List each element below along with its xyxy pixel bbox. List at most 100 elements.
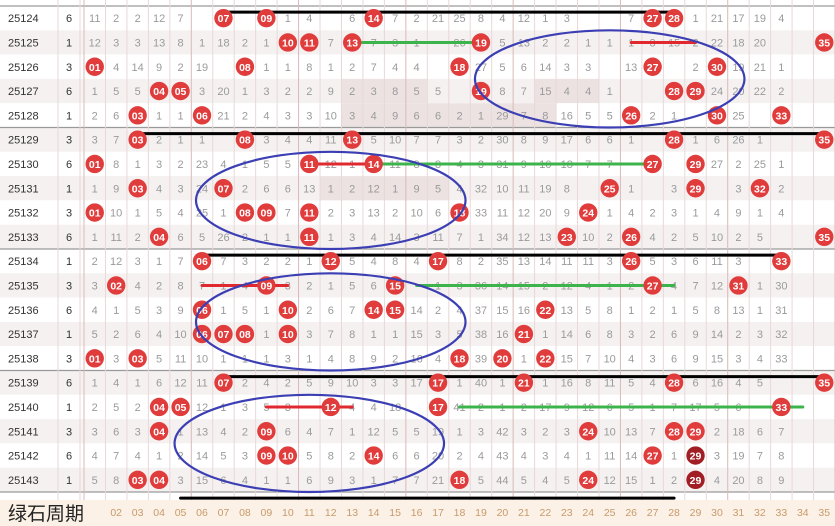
miss-count: 1 (263, 62, 269, 74)
miss-count: 2 (306, 86, 312, 98)
miss-count: 3 (177, 475, 183, 487)
miss-count: 5 (607, 110, 613, 122)
k-value: 3 (66, 280, 72, 292)
miss-count: 4 (521, 451, 527, 463)
drawn-number-ball (257, 422, 276, 441)
miss-count: 3 (735, 256, 741, 268)
miss-count: 23 (196, 159, 208, 171)
drawn-number-ball (514, 324, 534, 344)
miss-count: 4 (585, 86, 591, 98)
miss-count: 14 (625, 451, 637, 463)
miss-count: 4 (414, 62, 420, 74)
drawn-number-label: 08 (239, 329, 251, 341)
miss-count: 1 (220, 305, 226, 317)
drawn-number-label: 09 (261, 451, 273, 463)
period-id: 25126 (8, 62, 39, 74)
drawn-number-ball (686, 81, 705, 101)
miss-count: 8 (564, 183, 570, 195)
miss-count: 14 (389, 232, 401, 244)
drawn-number-label: 09 (261, 13, 273, 25)
drawn-number-label: 03 (132, 353, 144, 365)
drawn-number-ball (300, 203, 319, 222)
table-row (0, 200, 835, 225)
miss-count: 15 (539, 86, 551, 98)
miss-count: 9 (328, 378, 334, 390)
miss-count: 25 (754, 159, 766, 171)
drawn-number-label: 29 (690, 159, 702, 171)
miss-count: 21 (217, 110, 229, 122)
drawn-number-label: 31 (733, 280, 745, 292)
drawn-number-ball (278, 324, 298, 344)
miss-count: 20 (732, 475, 744, 487)
cycle-ellipse (194, 272, 467, 372)
miss-count: 44 (496, 475, 508, 487)
miss-count: 5 (692, 305, 698, 317)
drawn-number-label: 30 (711, 62, 723, 74)
drawn-number-ball (85, 203, 104, 222)
miss-count: 3 (306, 110, 312, 122)
miss-count: 2 (135, 13, 141, 25)
drawn-number-label: 12 (325, 402, 337, 414)
miss-count: 6 (671, 353, 677, 365)
miss-count: 1 (542, 378, 548, 390)
miss-count: 9 (542, 135, 548, 147)
miss-count: 3 (242, 402, 248, 414)
drawn-number-ball (643, 276, 662, 295)
miss-count: 2 (650, 305, 656, 317)
miss-count: 1 (607, 208, 613, 220)
miss-count: 1 (671, 110, 677, 122)
miss-count: 21 (711, 13, 723, 25)
miss-count: 4 (371, 256, 377, 268)
drawn-number-label: 19 (475, 37, 487, 49)
miss-count: 5 (414, 426, 420, 438)
miss-count: 7 (392, 13, 398, 25)
miss-count: 7 (757, 451, 763, 463)
miss-count: 15 (496, 305, 508, 317)
miss-count: 9 (735, 208, 741, 220)
miss-count: 2 (456, 110, 462, 122)
miss-count: 4 (456, 305, 462, 317)
miss-count: 1 (263, 37, 269, 49)
miss-count: 3 (156, 305, 162, 317)
drawn-number-ball (450, 470, 469, 490)
miss-count: 5 (263, 159, 269, 171)
drawn-number-label: 10 (282, 37, 294, 49)
miss-count: 7 (435, 135, 441, 147)
k-value: 3 (66, 208, 72, 220)
period-id: 25138 (8, 353, 39, 365)
drawn-number-label: 15 (389, 280, 401, 292)
k-value: 6 (66, 378, 72, 390)
miss-count: 10 (604, 353, 616, 365)
miss-count: 3 (156, 159, 162, 171)
miss-count: 6 (714, 135, 720, 147)
miss-count: 4 (177, 208, 183, 220)
miss-count: 9 (392, 110, 398, 122)
miss-count: 4 (135, 280, 141, 292)
drawn-number-label: 24 (582, 426, 594, 438)
miss-count: 9 (692, 353, 698, 365)
miss-count: 1 (628, 305, 634, 317)
miss-count: 5 (499, 62, 505, 74)
period-id: 25129 (8, 135, 39, 147)
miss-count: 24 (711, 86, 723, 98)
miss-count: 5 (220, 451, 226, 463)
miss-count: 6 (371, 280, 377, 292)
miss-count: 4 (435, 353, 441, 365)
footer-number: 19 (475, 507, 487, 519)
drawn-number-ball (149, 470, 169, 490)
miss-count: 13 (732, 305, 744, 317)
cycle-ellipse (194, 150, 467, 251)
drawn-number-ball (815, 373, 834, 392)
miss-count: 2 (692, 62, 698, 74)
drawn-number-label: 04 (153, 86, 165, 98)
miss-count: 2 (177, 159, 183, 171)
miss-count: 1 (328, 183, 334, 195)
miss-count: 11 (604, 451, 615, 463)
miss-count: 1 (757, 135, 763, 147)
miss-count: 3 (456, 135, 462, 147)
drawn-number-ball (643, 154, 662, 174)
miss-count: 1 (263, 232, 269, 244)
footer-number: 21 (518, 507, 530, 519)
miss-count: 13 (196, 426, 208, 438)
